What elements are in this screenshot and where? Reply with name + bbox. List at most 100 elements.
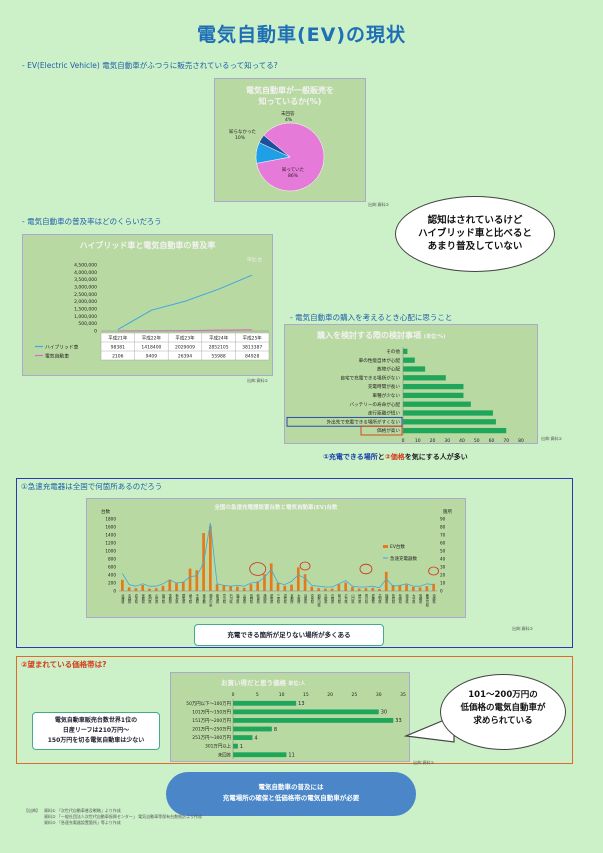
charger-ev-bar	[351, 587, 354, 591]
pie-slice-2	[258, 134, 291, 158]
charger-x-prefecture: 山梨県	[242, 593, 246, 604]
concern-x-tick: 40	[459, 438, 465, 444]
pie-label-known: 知っていた	[282, 166, 305, 173]
charger-x-prefecture: 宮城県	[140, 593, 144, 604]
section-heading-price: ②望まれている価格帯は?	[21, 660, 107, 669]
charger-right-unit: 箇所	[443, 508, 452, 515]
charger-x-prefecture: 茨城県	[167, 593, 171, 604]
charger-ev-bar	[405, 584, 408, 591]
concern-x-tick: 80	[518, 438, 524, 444]
price-bar-chart: お買い得だと思う価格 単位:人 0 5 10 15 20 25 30 35 50万円以下〜100…	[170, 672, 410, 762]
charger-x-prefecture: 滋賀県	[282, 593, 286, 604]
cloud1-line1: 認知はされているけど	[427, 215, 523, 226]
charger-ev-bar	[188, 568, 192, 591]
charger-ev-bar	[236, 586, 239, 591]
charger-left-tick: 600	[108, 565, 116, 570]
concern-category: 車種が少ない	[372, 392, 400, 399]
charger-ev-bar	[141, 585, 145, 591]
line-table-value: 2852105	[209, 345, 229, 351]
concern-category: 価格が高い	[377, 427, 400, 434]
charger-legend-ev: EV台数	[390, 543, 405, 550]
concern-category: 故障が心配	[377, 366, 400, 373]
pie-label-na: 未回答	[281, 110, 295, 117]
price-x-tick: 20	[327, 692, 333, 698]
concern-highlight-price	[360, 425, 403, 436]
concern-category: 充電時間が長い	[368, 383, 401, 390]
charger-left-tick: 1400	[105, 533, 116, 538]
charger-ev-bar	[229, 586, 232, 591]
charger-x-prefecture: 京都府	[289, 593, 293, 604]
line-y-tick: 2,000,000	[74, 299, 97, 305]
charger-combo-chart: 全国の急速充電器設置台数と電気自動車(EV)台数 台数 箇所 1800 90 1600 8…	[86, 498, 466, 618]
concern-svg: その他車の性能自体が心配故障が心配自宅で充電できる場所がない充電時間が長い車種が…	[286, 347, 524, 444]
pie-value-unknown: 10%	[235, 135, 246, 141]
line-x-category: 平成23年	[175, 335, 195, 342]
concern-bar	[403, 357, 415, 363]
price-category: 201万円〜250万円	[192, 727, 231, 733]
charger-ev-bar	[296, 567, 300, 591]
price-source: 出典:資料①	[413, 760, 434, 765]
charger-ev-bar	[127, 587, 131, 591]
price-bar	[233, 752, 287, 758]
charger-ev-bar	[371, 587, 375, 591]
charger-ev-bar	[310, 586, 314, 591]
charger-x-prefecture: 広島県	[343, 593, 347, 604]
adoption-line-chart: ハイブリッド車と電気自動車の普及率 単位:台 4,500,000 4,000,00…	[22, 234, 273, 376]
line-x-category: 平成25年	[243, 335, 263, 342]
line-x-category: 平成21年	[108, 335, 128, 342]
concern-bar	[403, 410, 493, 416]
concern-x-tick: 70	[503, 438, 509, 444]
charger-ev-bar	[364, 588, 368, 591]
charger-ev-bar	[263, 574, 266, 591]
concern-category: 走行距離が短い	[368, 410, 401, 417]
concern-bar-chart: 購入を検討する際の検討事項 (単位:%) その他 車の性能自体が心配 故障が心配 自宅…	[284, 324, 538, 444]
charger-highlight-circle	[299, 561, 311, 571]
charger-ev-bar	[121, 579, 124, 591]
charger-highlight-circle	[249, 562, 267, 576]
charger-x-prefecture: 千葉県	[194, 593, 198, 604]
charger-ev-bar	[276, 582, 280, 591]
charger-ev-bar	[378, 589, 381, 591]
charger-ev-bar	[195, 570, 199, 591]
charger-x-prefecture: 鳥取県	[323, 593, 327, 604]
charger-x-prefecture: 宮崎県	[418, 593, 422, 604]
price-bar-value: 1	[240, 744, 243, 750]
charger-x-prefecture: 熊本県	[404, 593, 408, 604]
line-y-tick: 1,000,000	[74, 314, 97, 320]
charger-chart-title: 全国の急速充電器設置台数と電気自動車(EV)台数	[214, 505, 338, 511]
line-table-value: 2029009	[175, 345, 195, 351]
price-x-tick: 5	[256, 692, 259, 698]
line-y-tick: 4,000,000	[74, 270, 97, 276]
concern-bar	[403, 419, 496, 425]
concern-category: 車の性能自体が心配	[359, 357, 401, 364]
charger-left-tick: 200	[108, 581, 116, 586]
price-x-tick: 15	[303, 692, 309, 698]
concern-bar	[403, 383, 464, 390]
charger-x-prefecture: 福岡県	[384, 593, 388, 604]
charger-ev-bar	[317, 588, 320, 591]
line-table-value: 98381	[111, 345, 125, 351]
cloud1-line3: あまり普及していない	[427, 241, 523, 252]
line-y-tick: 3,500,000	[74, 277, 97, 283]
charger-ev-bar	[391, 585, 395, 591]
charger-ev-bar	[148, 588, 151, 591]
charger-right-tick: 70	[440, 533, 446, 538]
charger-x-prefecture: 山口県	[350, 593, 354, 604]
charger-left-tick: 1600	[105, 525, 116, 530]
charger-highlight-circle	[428, 566, 440, 576]
line-y-tick: 2,500,000	[74, 292, 97, 298]
charger-right-tick: 20	[440, 573, 446, 578]
charger-ev-bar	[256, 581, 260, 591]
charger-x-prefecture: 埼玉県	[188, 593, 192, 604]
pie-value-known: 86%	[288, 173, 299, 179]
price-category: 151万円〜200万円	[192, 718, 231, 724]
charger-right-tick: 40	[440, 557, 446, 562]
price-x-tick: 10	[279, 692, 285, 698]
line-y-tick: 0	[94, 329, 97, 335]
line-y-tick: 1,500,000	[74, 307, 97, 313]
price-x-tick: 35	[400, 692, 406, 698]
charger-left-tick: 1200	[105, 541, 116, 546]
charger-x-prefecture: 岐阜県	[255, 593, 259, 604]
charger-right-tick: 50	[440, 549, 446, 554]
pie-source: 出典:資料①	[368, 202, 389, 207]
